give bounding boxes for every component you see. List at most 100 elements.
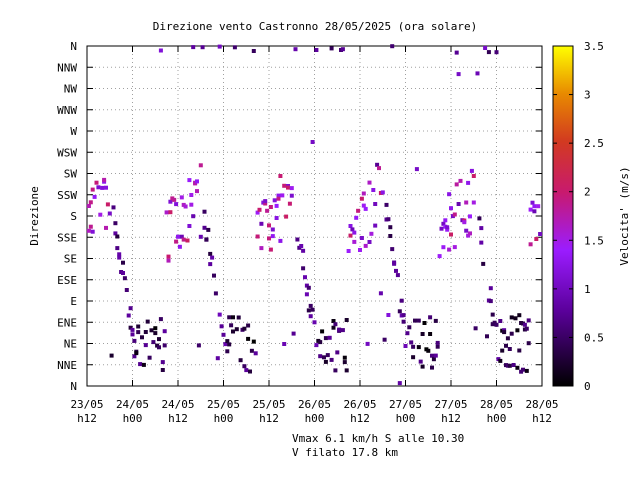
data-point (505, 336, 510, 341)
data-point (481, 261, 486, 266)
data-point (151, 340, 156, 345)
data-point (102, 177, 107, 182)
data-point (411, 355, 416, 360)
data-point (435, 340, 440, 345)
data-point (196, 343, 201, 348)
data-point (227, 342, 232, 347)
data-point (98, 212, 103, 217)
data-point (359, 236, 364, 240)
data-point (350, 227, 355, 232)
data-point (153, 326, 158, 331)
data-point (117, 255, 122, 260)
data-point (395, 273, 400, 278)
y-tick-label: NNE (57, 359, 77, 372)
data-point (447, 247, 452, 252)
y-tick-label: NNW (57, 61, 77, 74)
data-point (342, 360, 347, 365)
data-point (176, 234, 180, 239)
data-point (263, 199, 268, 204)
data-point (145, 319, 150, 324)
data-point (208, 251, 213, 256)
data-point (223, 342, 228, 347)
data-point (183, 204, 188, 209)
data-points (86, 44, 543, 386)
data-point (113, 221, 118, 226)
x-tick-hour: h12 (168, 412, 188, 425)
colorbar-ticks: 0 0.5 1 1.5 2 2.5 3 3.5 (553, 40, 604, 393)
data-point (454, 182, 459, 187)
data-point (437, 254, 442, 259)
data-point (498, 319, 503, 323)
x-tick-date: 27/05 (389, 398, 422, 411)
colorbar-label: Velocita' (m/s) (618, 166, 631, 265)
y-tick-label: ENE (57, 316, 77, 329)
data-point (143, 343, 148, 348)
data-point (282, 342, 287, 346)
data-point (452, 212, 457, 217)
data-point (217, 312, 222, 317)
data-point (513, 316, 518, 321)
data-point (213, 291, 218, 296)
data-point (303, 275, 307, 280)
data-point (464, 228, 469, 233)
data-point (377, 166, 381, 171)
data-point (488, 286, 493, 291)
data-point (295, 237, 300, 242)
data-point (231, 315, 235, 320)
data-point (367, 180, 372, 185)
data-point (210, 255, 215, 260)
data-point (397, 381, 402, 386)
data-point (115, 234, 120, 239)
data-point (149, 328, 154, 333)
colorbar-tick-label: 1.5 (584, 234, 604, 247)
data-point (96, 185, 101, 190)
data-point (257, 207, 262, 212)
data-point (382, 337, 387, 342)
data-point (289, 186, 294, 191)
data-point (90, 229, 95, 234)
data-point (267, 236, 271, 241)
data-point (477, 216, 482, 221)
colorbar (552, 45, 574, 387)
data-point (401, 313, 406, 318)
data-point (371, 188, 376, 192)
data-point (310, 307, 315, 312)
data-point (177, 244, 182, 249)
data-point (187, 224, 192, 228)
data-point (198, 163, 203, 168)
data-point (251, 49, 256, 53)
data-point (246, 323, 251, 328)
data-point (107, 211, 112, 216)
data-point (420, 332, 425, 336)
x-tick-hour: h12 (441, 412, 461, 425)
data-point (179, 234, 184, 239)
data-point (117, 252, 122, 257)
data-point (322, 355, 326, 360)
data-point (229, 323, 234, 328)
data-point (160, 368, 165, 372)
data-point (189, 193, 194, 197)
data-point (172, 197, 177, 202)
data-point (344, 368, 349, 373)
data-point (538, 232, 543, 236)
y-tick-label: N (70, 40, 77, 53)
data-point (333, 368, 338, 373)
chart-title: Direzione vento Castronno 28/05/2025 (or… (153, 20, 478, 33)
data-point (136, 330, 141, 335)
data-point (140, 335, 144, 340)
data-point (217, 44, 222, 49)
data-point (181, 237, 186, 242)
data-point (386, 313, 391, 317)
x-tick-date: 26/05 (343, 398, 376, 411)
data-point (314, 48, 319, 52)
data-point (468, 231, 472, 236)
data-point (361, 191, 366, 196)
data-point (242, 326, 247, 331)
data-point (206, 227, 211, 232)
data-point (191, 214, 196, 219)
data-point (86, 228, 91, 233)
data-point (524, 326, 529, 331)
data-point (369, 231, 374, 236)
data-point (274, 203, 279, 208)
data-point (392, 261, 397, 266)
